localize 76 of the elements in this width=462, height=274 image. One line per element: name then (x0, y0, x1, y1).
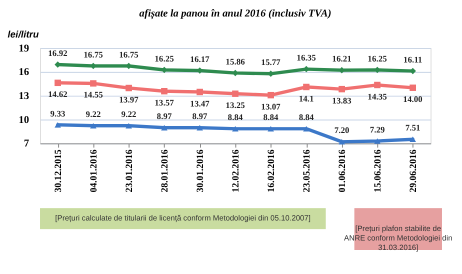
data-label: 16.35 (296, 52, 316, 63)
point (303, 126, 310, 132)
x-tick-label: 04.01.2016 (90, 149, 100, 192)
point (303, 84, 310, 90)
x-tick-label: 15.06.2016 (374, 149, 384, 192)
data-label: 14.55 (84, 90, 103, 100)
point (126, 122, 132, 128)
y-tick-label: 13 (18, 91, 30, 102)
data-label: 15.86 (226, 56, 246, 66)
point (338, 138, 345, 145)
data-label: 16.92 (48, 48, 68, 58)
data-label: 16.75 (119, 49, 138, 60)
data-label: 13.83 (332, 95, 352, 106)
y-tick-label: 16 (18, 67, 30, 78)
x-tick-label: 16.02.2016 (267, 149, 278, 192)
x-tick-label: 01.06.2016 (338, 149, 348, 192)
point (232, 90, 238, 97)
data-label: 7.29 (370, 124, 385, 134)
point (268, 126, 274, 132)
data-label: 9.33 (50, 108, 66, 118)
data-label: 9.22 (121, 109, 136, 120)
data-label: 8.97 (156, 111, 172, 122)
data-label: 16.75 (84, 49, 103, 60)
point (410, 136, 416, 142)
point (90, 80, 96, 87)
x-tick-label: 28.01.2016 (160, 149, 171, 192)
data-label: 14.1 (298, 93, 314, 104)
data-label: 13.25 (226, 100, 245, 110)
data-label: 7.51 (405, 122, 420, 133)
point (374, 138, 380, 144)
x-tick-label: 30.12.2015 (54, 149, 64, 192)
data-label: 16.25 (368, 53, 387, 64)
data-label: 13.57 (154, 97, 175, 108)
data-label: 8.84 (298, 112, 315, 122)
data-label: 8.84 (228, 112, 244, 122)
y-axis-title: lei/litru (8, 30, 40, 41)
x-tick-label: 23.05.2016 (302, 149, 313, 192)
y-tick-label: 10 (18, 114, 30, 126)
chart-title: afișate la panou în anul 2016 (inclusiv TVA) (139, 8, 332, 20)
data-label: 9.22 (86, 109, 101, 120)
data-label: 16.11 (403, 54, 422, 64)
point (410, 84, 416, 91)
point (196, 88, 203, 96)
point (268, 92, 274, 98)
data-label: 14.00 (403, 94, 422, 104)
text: [Prețuri calculate de titularii de licență conform Metodologiei din 05.10.2007] (55, 213, 311, 222)
point (54, 122, 61, 128)
text: [Prețuri plafon stabilite de ANRE conform Metodologiei din 31.03.2016] (344, 224, 452, 252)
point (161, 124, 168, 130)
x-tick-label: 12.02.2016 (232, 149, 242, 192)
data-label: 13.97 (119, 94, 140, 104)
data-label: 13.47 (190, 98, 210, 108)
x-tick-label: 30.01.2016 (196, 149, 206, 192)
data-label: 7.20 (334, 125, 350, 136)
y-tick-label: 19 (18, 43, 30, 54)
data-label: 8.97 (192, 111, 208, 122)
data-label: 14.35 (368, 91, 387, 102)
data-label: 8.84 (263, 112, 280, 122)
point (374, 82, 380, 88)
point (196, 124, 203, 130)
point (338, 86, 345, 92)
x-tick-label: 29.06.2016 (409, 149, 420, 192)
data-label: 13.07 (261, 101, 282, 112)
point (303, 66, 310, 72)
point (161, 88, 168, 94)
data-label: 16.25 (154, 53, 174, 64)
data-label: 14.62 (48, 89, 68, 100)
x-tick-label: 23.01.2016 (125, 149, 136, 192)
data-label: 15.77 (261, 57, 282, 68)
point (54, 80, 61, 86)
y-tick-label: 7 (24, 138, 30, 150)
point (90, 122, 96, 128)
point (126, 84, 132, 92)
point (232, 126, 238, 132)
data-label: 16.17 (190, 54, 210, 64)
data-label: 16.21 (332, 54, 352, 64)
